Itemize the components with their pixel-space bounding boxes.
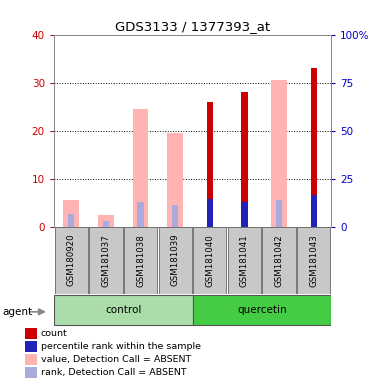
Text: GSM181040: GSM181040 (205, 234, 214, 286)
Text: GSM181038: GSM181038 (136, 234, 145, 286)
Bar (98, 215, 114, 227)
Bar (311, 195, 317, 227)
Bar (89, 227, 122, 294)
Text: rank, Detection Call = ABSENT: rank, Detection Call = ABSENT (41, 368, 186, 377)
Bar (54, 295, 192, 326)
Text: GSM180920: GSM180920 (67, 234, 76, 286)
Bar (271, 80, 287, 227)
Bar (25, 354, 37, 365)
Bar (276, 200, 282, 227)
Text: control: control (105, 305, 141, 316)
Bar (241, 92, 248, 227)
Text: count: count (41, 329, 67, 338)
Bar (68, 214, 74, 227)
Bar (228, 227, 261, 294)
Text: percentile rank within the sample: percentile rank within the sample (41, 342, 201, 351)
Text: GSM181042: GSM181042 (275, 234, 284, 286)
Bar (167, 133, 183, 227)
Bar (103, 221, 109, 227)
Bar (133, 109, 148, 227)
Text: agent: agent (2, 307, 32, 317)
Text: GSM181041: GSM181041 (240, 234, 249, 286)
Bar (241, 202, 248, 227)
Bar (137, 202, 144, 227)
Title: GDS3133 / 1377393_at: GDS3133 / 1377393_at (115, 20, 270, 33)
Bar (192, 295, 331, 326)
Bar (25, 341, 37, 352)
Text: GSM181043: GSM181043 (309, 234, 318, 286)
Bar (207, 102, 213, 227)
Bar (193, 227, 226, 294)
Text: GSM181037: GSM181037 (101, 234, 110, 286)
Bar (297, 227, 330, 294)
Bar (172, 205, 178, 227)
Text: value, Detection Call = ABSENT: value, Detection Call = ABSENT (41, 355, 191, 364)
Bar (159, 227, 192, 294)
Bar (124, 227, 157, 294)
Bar (55, 227, 88, 294)
Bar (311, 68, 317, 227)
Text: quercetin: quercetin (237, 305, 286, 316)
Bar (207, 199, 213, 227)
Bar (25, 367, 37, 379)
Bar (25, 328, 37, 339)
Text: GSM181039: GSM181039 (171, 234, 180, 286)
Bar (263, 227, 296, 294)
Bar (64, 200, 79, 227)
